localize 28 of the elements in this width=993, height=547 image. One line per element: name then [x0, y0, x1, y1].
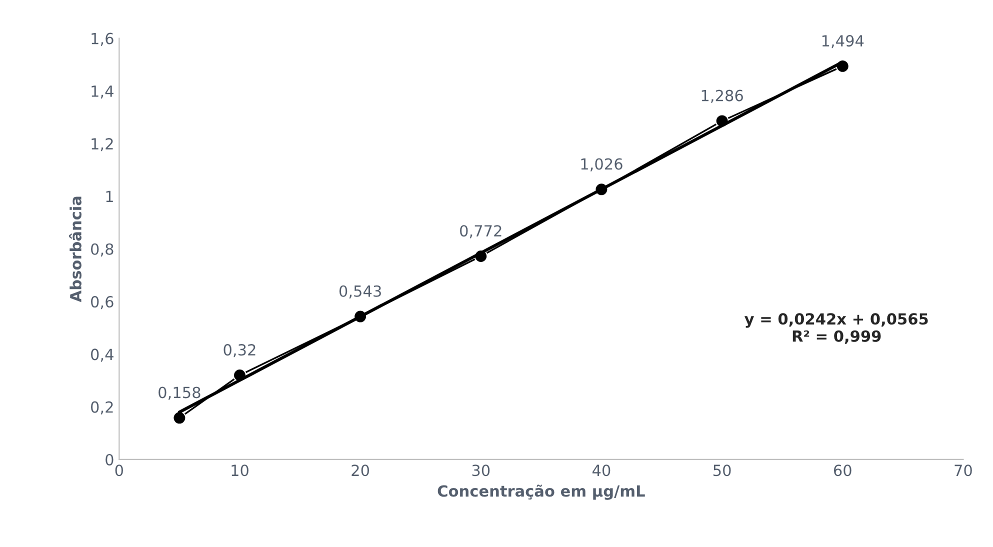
x-tick-label: 30 — [472, 464, 490, 476]
y-tick-label: 0,6 — [91, 296, 114, 310]
x-tick-label: 40 — [592, 464, 610, 476]
y-tick-label: 0 — [106, 454, 114, 466]
data-label: 1,494 — [822, 35, 864, 48]
point — [172, 411, 186, 425]
y-tick-label: 0,4 — [91, 348, 114, 362]
data-label: 0,32 — [224, 344, 256, 358]
data-label: 0,158 — [158, 386, 200, 400]
annotation: y = 0,0242x + 0,0565 R² = 0,999 — [744, 313, 928, 344]
y-tick-label: 1,4 — [92, 86, 114, 99]
x-tick-label: 60 — [834, 464, 852, 476]
y-axis-title: Absorbância — [69, 196, 82, 302]
data-label: 0,543 — [339, 285, 381, 298]
data-label: 0,772 — [460, 225, 502, 238]
x-tick-label: 20 — [352, 464, 370, 476]
x-tick-label: 70 — [954, 464, 972, 476]
x-tick-label: 0 — [115, 464, 124, 476]
data-label: 1,026 — [581, 158, 622, 172]
data-label: 1,286 — [702, 90, 743, 103]
y-tick-label: 0,2 — [91, 401, 113, 414]
y-tick-label: 1,6 — [92, 32, 114, 46]
y-tick-label: 0,8 — [91, 243, 114, 256]
x-tick-label: 10 — [232, 464, 248, 476]
y-tick-label: 1 — [106, 190, 113, 202]
x-axis-title: Concentração em µg/mL — [438, 484, 645, 500]
y-tick-label: 1,2 — [92, 138, 113, 152]
x-tick-label: 50 — [714, 464, 731, 476]
